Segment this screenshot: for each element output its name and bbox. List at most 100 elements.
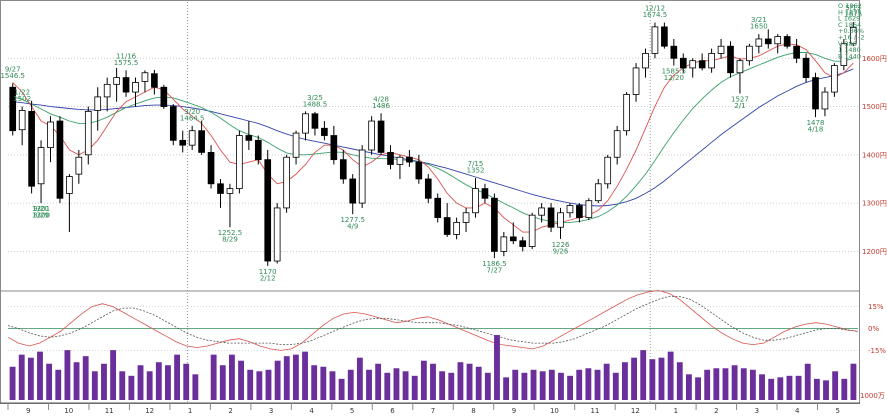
x-tick-label: 11 (105, 407, 114, 415)
volume-bar (55, 369, 62, 400)
annotation-sub: 2/1 (734, 102, 745, 110)
annotation-sub: 1502 (13, 95, 31, 103)
volume-bar (475, 366, 482, 400)
oscillator-line-2 (7, 295, 859, 346)
annotation-sub: 8/29 (222, 236, 238, 244)
candle-up (302, 113, 309, 134)
volume-bar (603, 363, 610, 400)
candle-up (594, 183, 602, 202)
x-tick-label: 8 (471, 407, 475, 415)
candle-down (179, 139, 187, 146)
volume-bar (813, 378, 820, 400)
annotation-label: 5/13 (845, 4, 861, 12)
volume-bar (594, 369, 601, 400)
annotation-label: 3/21 (751, 16, 767, 24)
candle-down (793, 45, 800, 59)
candle-up (746, 45, 753, 62)
volume-bar (676, 362, 683, 400)
candle-up (84, 110, 92, 156)
candle-up (840, 43, 848, 66)
annotation-sub: 8/29 (33, 212, 49, 220)
oscillator-panel (7, 290, 859, 351)
volume-bar (503, 377, 510, 400)
volume-bar (567, 375, 574, 400)
volume-bar (155, 362, 162, 400)
candle-up (708, 53, 715, 69)
candle-down (415, 161, 423, 180)
x-tick-label: 9 (26, 407, 30, 415)
ma-mid-line (12, 52, 854, 223)
candle-up (623, 94, 630, 132)
volume-bar (521, 372, 528, 400)
volume-bar (329, 371, 336, 400)
x-tick-label: 10 (64, 407, 73, 415)
candle-down (207, 152, 215, 185)
annotation-sub: 1488.5 (303, 100, 328, 108)
volume-bar (393, 368, 400, 400)
axis-layer: 1600円 1500円 1400円 1300円 1200円 15% 0% -15% 1000万 9… (7, 2, 887, 415)
candle-down (481, 188, 489, 199)
volume-bar (137, 365, 144, 400)
ohlc-readout-line: C 1864 (838, 21, 861, 29)
candle-up (538, 207, 545, 216)
volume-bar (366, 369, 372, 400)
candle-up (736, 60, 744, 74)
candle-up (632, 67, 640, 95)
volume-bar (530, 369, 537, 400)
x-tick-label: 10 (550, 407, 559, 415)
volume-bar (804, 363, 811, 400)
candle-down (198, 130, 205, 153)
candle-up (651, 26, 659, 54)
ohlc-readout-line: V 380 (838, 40, 857, 48)
volume-bar (37, 351, 43, 400)
candle-up (613, 130, 621, 158)
volume-bar (210, 354, 217, 400)
x-tick-label: 9 (512, 407, 516, 415)
candle-up (831, 65, 838, 93)
volume-bar (749, 369, 756, 400)
candle-up (557, 212, 564, 228)
x-tick-label: 12 (145, 407, 154, 415)
candle-down (217, 183, 224, 194)
volume-bar (823, 380, 829, 400)
candle-up (396, 156, 404, 165)
volume-bar (841, 378, 848, 400)
annotation-label: 1170 (259, 268, 277, 276)
annotation-label: 7/15 (468, 160, 484, 168)
price-tick-label: 1400円 (862, 151, 887, 159)
annotation-sub: 1650 (750, 23, 768, 31)
volume-bar (777, 377, 784, 400)
volume-bar (430, 363, 436, 400)
volume-bar (356, 357, 363, 400)
candle-up (500, 236, 508, 252)
volume-bar (375, 363, 382, 400)
candle-up (566, 205, 574, 214)
candle-down (9, 86, 17, 132)
volume-bar (631, 357, 637, 400)
volume-bar (466, 363, 473, 400)
candle-up (604, 156, 612, 185)
annotation-sub: 1674.5 (643, 11, 668, 19)
candle-up (585, 200, 593, 218)
price-tick-label: 1600円 (862, 55, 887, 63)
candle-down (321, 127, 328, 136)
volume-bar (292, 354, 299, 400)
annotation-sub: 1575.5 (114, 59, 139, 67)
candle-up (18, 110, 26, 131)
candle-up (462, 212, 470, 223)
annotation-label: 1186.5 (482, 260, 507, 268)
volume-bar (494, 335, 500, 400)
osc-tick-label: 0% (868, 325, 879, 333)
volume-bar (685, 374, 692, 400)
ohlc-readout-line: +16 / -2 (838, 34, 865, 42)
ohlc-readout-line: H 1875 (838, 8, 862, 16)
volume-bar (420, 360, 427, 400)
volume-bar (622, 362, 628, 400)
annotation-label: 1277.5 (340, 216, 365, 224)
candle-down (264, 159, 272, 262)
candle-down (377, 120, 385, 153)
candle-up (283, 156, 290, 209)
volume-bar (439, 371, 446, 400)
annotation-sub: 1486 (372, 102, 390, 110)
price-tick-label: 1500円 (862, 103, 887, 111)
